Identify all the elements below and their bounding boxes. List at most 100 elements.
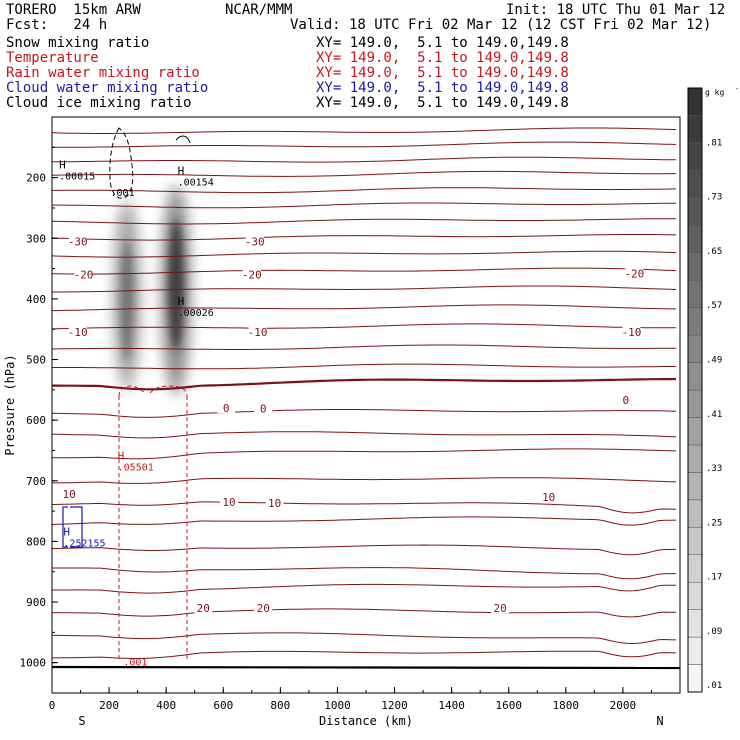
isotherm-label-bg xyxy=(248,326,267,338)
field-name-rain: Rain water mixing ratio xyxy=(6,65,200,81)
colorbar-swatch xyxy=(687,307,703,336)
forecast-hour: Fcst: 24 h xyxy=(6,17,108,33)
field-name-cloud-water: Cloud water mixing ratio xyxy=(6,80,209,96)
x-tick-label: 0 xyxy=(49,699,56,712)
x-tick-label: 400 xyxy=(156,699,176,712)
extremum-value: .00154 xyxy=(178,178,214,189)
organization-label: NCAR/MMM xyxy=(225,2,293,18)
isotherm-line xyxy=(52,363,677,370)
colorbar-frame xyxy=(687,87,703,693)
isotherm-line xyxy=(52,583,677,594)
y-tick-label: 300 xyxy=(26,232,46,245)
isotherm-label-bg xyxy=(539,491,558,503)
extremum-value: .05501 xyxy=(118,463,154,474)
isotherm-line xyxy=(52,448,677,460)
isotherm-line xyxy=(51,170,676,177)
y-tick-label: 700 xyxy=(26,475,46,488)
colorbar-swatch xyxy=(687,444,703,473)
snow-contour xyxy=(109,127,134,199)
rain-contour-top-west xyxy=(118,385,147,397)
x-tick-label: 2000 xyxy=(610,699,637,712)
x-tick-label: 1600 xyxy=(495,699,522,712)
cloud-ice-shading xyxy=(113,185,191,395)
field-name-temperature: Temperature xyxy=(6,50,99,66)
isotherm-label-bg xyxy=(622,326,641,338)
colorbar-label: .25 xyxy=(706,518,722,528)
isotherms: -30 -30 -20 -20 -20 -10 -10 -10 0 0 0 10 10 10 10 20 20 2… xyxy=(51,127,677,660)
isotherm-label: 20 xyxy=(197,602,210,615)
isotherm-label-bg xyxy=(616,394,635,406)
isotherm-label-bg xyxy=(265,497,284,509)
isotherm-label: 10 xyxy=(222,496,235,509)
isotherm-line xyxy=(51,250,677,258)
snow-contour-east xyxy=(175,135,191,144)
isotherm-line xyxy=(52,187,677,194)
y-tick-label: 1000 xyxy=(20,657,47,670)
colorbar-swatch xyxy=(687,334,703,363)
isotherm-label-bg xyxy=(194,602,213,614)
terrain-line xyxy=(51,665,681,670)
isotherm-label-bg xyxy=(68,326,87,338)
isotherm-label-bg xyxy=(60,488,79,500)
isotherm-label: 20 xyxy=(257,602,270,615)
field-xy-cloud-water: XY= 149.0, 5.1 to 149.0,149.8 xyxy=(316,80,569,96)
colorbar-label: .73 xyxy=(706,193,722,203)
isotherm-label-bg xyxy=(245,235,264,247)
isotherm-label: -30 xyxy=(68,235,88,248)
isotherm-label-bg xyxy=(242,268,261,280)
y-tick-label: 500 xyxy=(26,354,46,367)
isotherm-zero xyxy=(52,377,677,391)
x-tick-label: 1000 xyxy=(324,699,351,712)
cloud-ice-plume-east-core xyxy=(168,220,184,350)
isotherm-line xyxy=(51,218,676,225)
colorbar-swatch xyxy=(687,581,703,610)
field-name-snow: Snow mixing ratio xyxy=(6,35,150,51)
isotherm-label: 10 xyxy=(63,488,76,501)
colorbar-swatch xyxy=(687,554,703,583)
isotherm-line xyxy=(52,304,676,312)
colorbar-swatch xyxy=(687,115,703,144)
isotherm-label: 10 xyxy=(268,497,281,510)
extremum-mark: H xyxy=(118,450,125,463)
colorbar-swatch xyxy=(687,225,703,253)
y-axis-label: Pressure (hPa) xyxy=(3,354,17,455)
isotherm-line xyxy=(51,501,677,514)
isotherm-line xyxy=(52,285,677,293)
isotherm-line xyxy=(51,127,677,134)
colorbar-unit-exp: -1 xyxy=(735,85,740,93)
isotherm-line xyxy=(51,544,677,556)
contour-label: .001 xyxy=(123,658,147,669)
isotherm-label-bg xyxy=(254,402,273,414)
isotherm-label-bg xyxy=(254,602,273,614)
y-tick-label: 200 xyxy=(26,172,46,185)
isotherm-label-bg xyxy=(625,267,644,279)
cloud-water-contour-right xyxy=(70,506,83,548)
isotherm-line xyxy=(52,567,676,580)
colorbar: .81 .73 .65 .57 .49 .41 .33 .25 .17 .09 .01 g kg -1 xyxy=(687,85,740,693)
field-xy-temperature: XY= 149.0, 5.1 to 149.0,149.8 xyxy=(316,50,569,66)
colorbar-swatch xyxy=(687,389,703,418)
isotherm-line xyxy=(51,516,677,526)
colorbar-label: .57 xyxy=(706,301,722,311)
x-tick-label: 1800 xyxy=(553,699,580,712)
isotherm-label: 0 xyxy=(260,403,267,416)
isotherm-line xyxy=(52,650,677,660)
y-tick-label: 900 xyxy=(26,596,46,609)
isotherm-label-bg xyxy=(68,235,87,247)
colorbar-label: .81 xyxy=(706,138,722,148)
isotherm-line xyxy=(51,202,676,209)
colorbar-swatch xyxy=(687,252,703,281)
direction-south: S xyxy=(78,714,85,728)
colorbar-swatch xyxy=(687,170,703,199)
extremum-mark: H xyxy=(63,525,70,538)
colorbar-swatch xyxy=(687,472,703,501)
colorbar-swatch xyxy=(687,417,703,446)
x-tick-label: 800 xyxy=(270,699,290,712)
contour-label: .001 xyxy=(111,188,135,199)
extremum-mark: H xyxy=(59,159,66,172)
extremum-value: .00015 xyxy=(59,172,95,183)
extremum-value: .252155 xyxy=(63,538,105,549)
isotherm-label-bg xyxy=(217,402,236,414)
isotherm-line xyxy=(52,608,677,618)
